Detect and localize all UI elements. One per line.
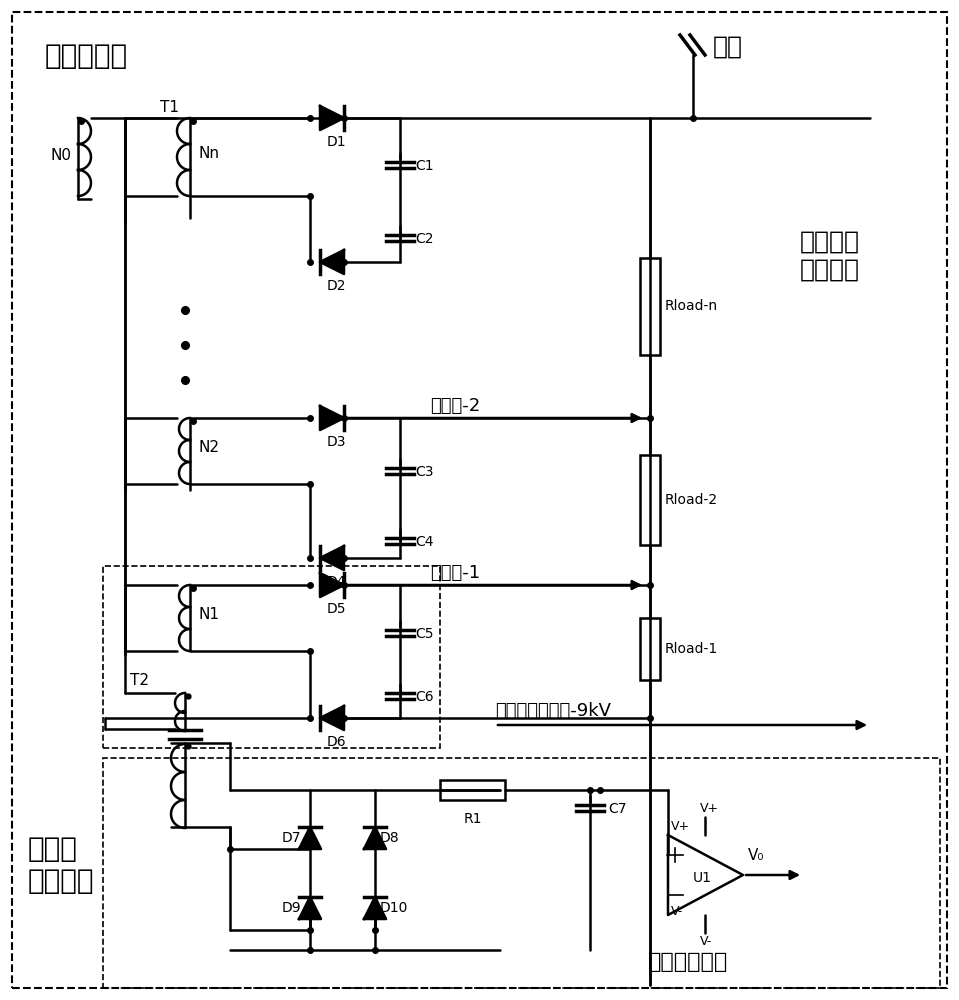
- Text: C1: C1: [415, 159, 433, 173]
- Bar: [640, 618, 660, 680]
- Text: V+: V+: [671, 820, 690, 833]
- Bar: [640, 258, 660, 355]
- Bar: [103, 566, 440, 748]
- Text: D6: D6: [327, 735, 346, 749]
- Text: D1: D1: [327, 135, 346, 149]
- Text: V-: V-: [700, 935, 713, 948]
- Text: C6: C6: [415, 690, 433, 704]
- Text: Rload-n: Rload-n: [665, 299, 718, 313]
- Polygon shape: [320, 406, 344, 430]
- Text: C7: C7: [608, 802, 626, 816]
- Text: 阴极总
电流采样: 阴极总 电流采样: [28, 835, 95, 895]
- Polygon shape: [364, 897, 386, 919]
- Text: D9: D9: [282, 901, 302, 915]
- Text: Nn: Nn: [198, 146, 219, 161]
- Text: N2: N2: [198, 440, 219, 455]
- Text: 机壳: 机壳: [713, 35, 743, 59]
- Text: D3: D3: [327, 435, 346, 449]
- Text: 高压变压器: 高压变压器: [45, 42, 129, 70]
- Text: D10: D10: [380, 901, 409, 915]
- Polygon shape: [320, 106, 344, 130]
- Polygon shape: [299, 897, 321, 919]
- Text: T1: T1: [160, 100, 179, 115]
- Text: 阴极电压输出为-9kV: 阴极电压输出为-9kV: [495, 702, 611, 720]
- Text: D4: D4: [327, 575, 346, 589]
- Text: T2: T2: [130, 673, 149, 688]
- Text: D7: D7: [282, 831, 301, 845]
- Bar: [640, 455, 660, 545]
- Text: D2: D2: [327, 279, 346, 293]
- Text: D8: D8: [380, 831, 400, 845]
- Text: C4: C4: [415, 535, 433, 549]
- Polygon shape: [320, 573, 344, 597]
- Bar: [440, 780, 505, 800]
- Polygon shape: [364, 827, 386, 849]
- Text: R1: R1: [464, 812, 482, 826]
- Polygon shape: [320, 706, 344, 730]
- Text: V-: V-: [671, 905, 683, 918]
- Text: Rload-1: Rload-1: [665, 642, 718, 656]
- Polygon shape: [320, 250, 344, 274]
- Text: N1: N1: [198, 607, 219, 622]
- Text: 采样信号跟随: 采样信号跟随: [648, 952, 728, 972]
- Polygon shape: [320, 546, 344, 570]
- Text: C3: C3: [415, 465, 433, 479]
- Text: V₀: V₀: [748, 848, 764, 863]
- Text: C2: C2: [415, 232, 433, 246]
- Text: 阴极高压
输出部分: 阴极高压 输出部分: [800, 230, 860, 282]
- Text: V+: V+: [700, 802, 719, 815]
- Text: D5: D5: [327, 602, 346, 616]
- Text: 收集极-2: 收集极-2: [430, 397, 480, 415]
- Text: U1: U1: [693, 871, 712, 885]
- Text: Rload-2: Rload-2: [665, 493, 718, 507]
- Bar: [103, 758, 940, 988]
- Text: C5: C5: [415, 627, 433, 641]
- Text: 收集极-1: 收集极-1: [430, 564, 480, 582]
- Text: N0: N0: [50, 148, 71, 163]
- Polygon shape: [299, 827, 321, 849]
